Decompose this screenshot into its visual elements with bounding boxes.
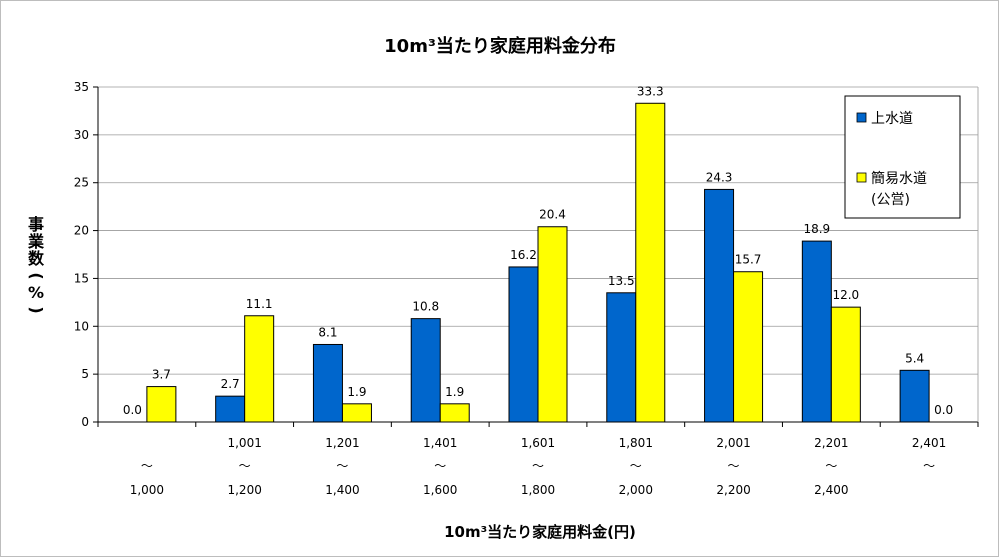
- bar-kanisuido: [733, 271, 764, 423]
- x-tick-label-top: 2,401: [912, 436, 946, 450]
- y-axis-label-char: %: [28, 283, 44, 302]
- data-label: 24.3: [706, 170, 733, 184]
- data-label: 1.9: [347, 385, 366, 399]
- y-tick-label: 5: [81, 367, 89, 381]
- x-tick-label-bottom: 1,200: [227, 483, 261, 497]
- data-label: 18.9: [803, 222, 830, 236]
- chart-title: 10m³当たり家庭用料金分布: [384, 35, 616, 57]
- bar-kanisuido: [146, 386, 177, 423]
- x-tick-label-top: 1,801: [619, 436, 653, 450]
- y-axis-label-char: ): [27, 306, 46, 313]
- x-tick-label-mid: ～: [728, 459, 740, 473]
- x-tick-label-bottom: 1,600: [423, 483, 457, 497]
- x-tick-label-mid: ～: [630, 459, 642, 473]
- x-tick-label-top: 1,001: [227, 436, 261, 450]
- x-tick-label-top: 1,401: [423, 436, 457, 450]
- y-axis-label: 事業数 (%): [27, 215, 46, 314]
- x-tick-label-mid: ～: [923, 459, 935, 473]
- x-tick-label-top: 1,201: [325, 436, 359, 450]
- bar-josuido: [801, 240, 832, 423]
- y-tick-label: 30: [74, 128, 89, 142]
- x-tick-label-top: 1,601: [521, 436, 555, 450]
- data-label: 1.9: [445, 385, 464, 399]
- x-tick-label-bottom: 2,200: [716, 483, 750, 497]
- data-label: 12.0: [832, 288, 859, 302]
- bar-kanisuido: [439, 403, 470, 423]
- data-label: 0.0: [123, 403, 142, 417]
- x-tick-label-bottom: 2,400: [814, 483, 848, 497]
- bar-kanisuido: [635, 102, 666, 423]
- data-label: 5.4: [905, 351, 924, 365]
- x-axis-label: 10m³当たり家庭用料金(円): [444, 523, 636, 541]
- x-tick-label-bottom: 1,000: [130, 483, 164, 497]
- bar-josuido: [508, 266, 539, 423]
- data-label: 33.3: [637, 84, 664, 98]
- bar-josuido: [606, 292, 637, 423]
- data-label: 20.4: [539, 208, 566, 222]
- data-label: 2.7: [221, 377, 240, 391]
- x-tick-label-mid: ～: [141, 459, 153, 473]
- y-axis-label-char: (: [27, 272, 46, 279]
- y-axis-label-char: 数: [28, 249, 45, 268]
- x-tick-label-mid: ～: [239, 459, 251, 473]
- bar-josuido: [312, 343, 343, 423]
- y-axis-ticks: 0 5 10 15 20 25 30 35: [74, 80, 89, 429]
- data-label: 11.1: [246, 297, 273, 311]
- legend-label-josuido: 上水道: [871, 111, 913, 127]
- legend-swatch-kanisuido: [856, 172, 867, 183]
- x-tick-label-mid: ～: [336, 459, 348, 473]
- bar-josuido: [704, 188, 735, 423]
- x-tick-label-bottom: 1,800: [521, 483, 555, 497]
- x-tick-label-top: 2,201: [814, 436, 848, 450]
- bar-josuido: [410, 318, 441, 423]
- x-tick-label-mid: ～: [434, 459, 446, 473]
- bar-kanisuido: [341, 403, 372, 423]
- data-label: 15.7: [735, 253, 762, 267]
- y-tick-label: 25: [74, 176, 89, 190]
- bar-josuido: [215, 395, 246, 423]
- data-label: 8.1: [318, 325, 337, 339]
- legend-swatch-josuido: [856, 112, 867, 123]
- data-label: 13.5: [608, 274, 635, 288]
- data-labels: 0.0 3.7 2.7 11.1 8.1 1.9 10.8 1.9 16.2 20.4 13.5 33…: [123, 84, 953, 417]
- legend-label-kanisuido: 簡易水道: [871, 171, 927, 187]
- x-tick-label-bottom: 1,400: [325, 483, 359, 497]
- data-label: 16.2: [510, 248, 537, 262]
- data-label: 10.8: [412, 300, 439, 314]
- y-axis-label-char: 業: [27, 232, 45, 251]
- x-tick-label-top: 2,001: [716, 436, 750, 450]
- bar-josuido: [899, 369, 930, 423]
- y-tick-label: 35: [74, 80, 89, 94]
- bar-kanisuido: [244, 315, 275, 423]
- bar-kanisuido: [537, 226, 568, 423]
- y-tick-label: 10: [74, 319, 89, 333]
- x-tick-label-mid: ～: [825, 459, 837, 473]
- bar-kanisuido: [830, 306, 861, 423]
- y-tick-label: 15: [74, 271, 89, 285]
- legend-label-kanisuido-line2: (公営): [871, 192, 910, 208]
- data-label: 3.7: [152, 368, 171, 382]
- y-tick-label: 20: [74, 224, 89, 238]
- x-tick-label-bottom: 2,000: [619, 483, 653, 497]
- x-tick-label-mid: ～: [532, 459, 544, 473]
- x-axis-ticks: ～ 1,000 1,001 ～ 1,200 1,201 ～ 1,400 1,401 ～ 1,600 1…: [97, 422, 979, 497]
- y-tick-label: 0: [81, 415, 89, 429]
- data-label: 0.0: [934, 403, 953, 417]
- bars: [146, 102, 930, 423]
- y-axis-label-char: 事: [28, 215, 44, 234]
